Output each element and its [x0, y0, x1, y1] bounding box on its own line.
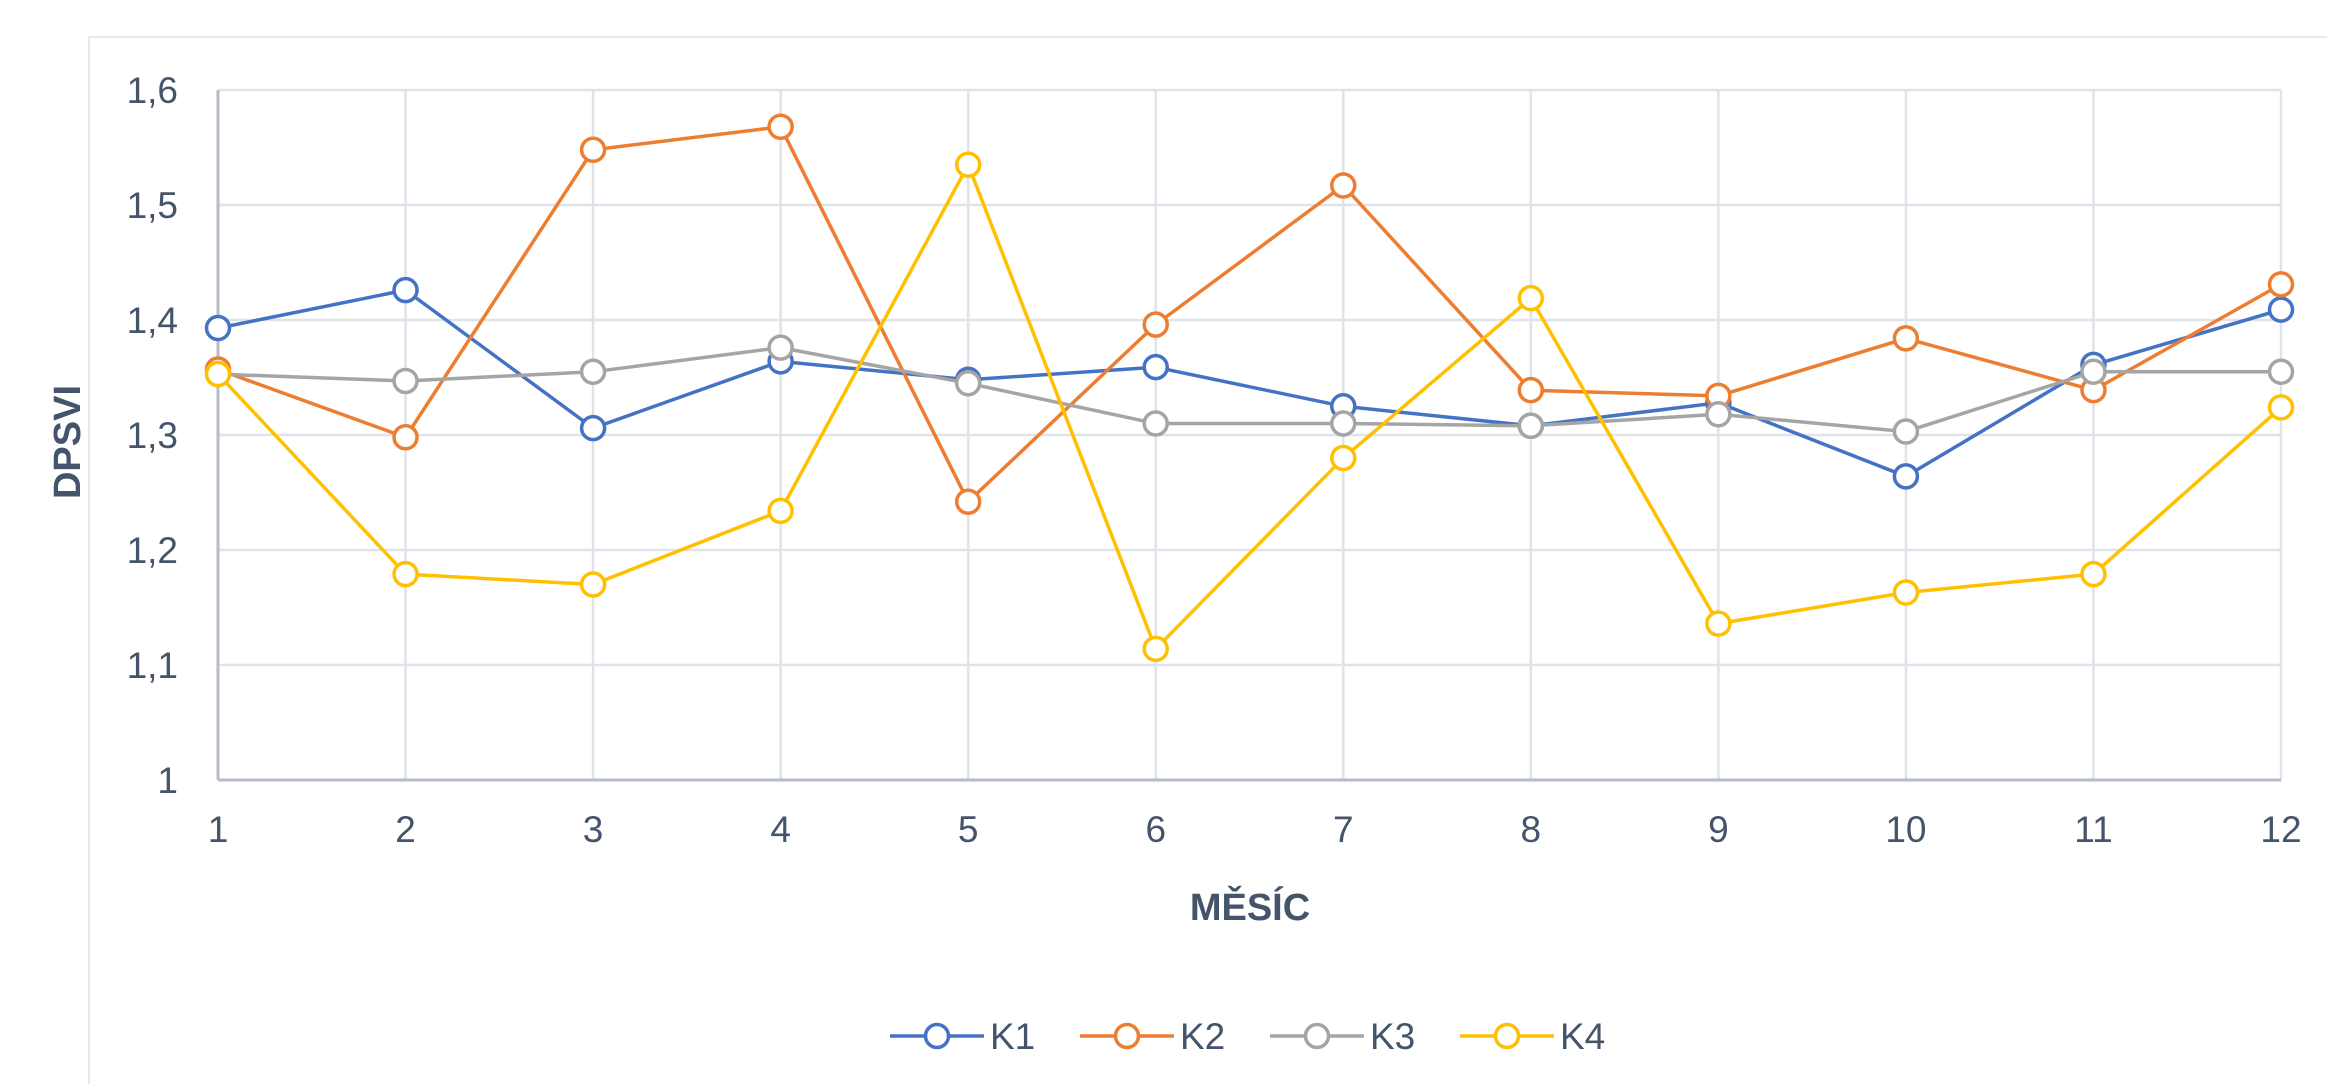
legend-item: K1 [890, 1016, 1035, 1057]
x-tick-label: 6 [1145, 809, 1166, 850]
x-tick-label: 4 [770, 809, 791, 850]
legend: K1 K2 K3 K4 [890, 1016, 1605, 1057]
legend-marker [1113, 1022, 1141, 1050]
data-point [1517, 376, 1545, 404]
series-line [216, 163, 2283, 651]
data-point [2267, 296, 2295, 323]
data-point [579, 414, 607, 442]
x-tick-label: 9 [1708, 809, 1729, 850]
data-point [1705, 401, 1732, 428]
data-point [2080, 358, 2107, 385]
data-point [1892, 418, 1920, 445]
series-k1 [204, 276, 2295, 490]
data-point [392, 424, 419, 451]
data-point [1330, 410, 1357, 437]
series-k4 [204, 151, 2295, 663]
data-point [2267, 394, 2295, 421]
legend-item: K4 [1460, 1016, 1605, 1057]
data-point [954, 151, 982, 178]
x-tick-label: 1 [208, 809, 229, 850]
series-lines [204, 113, 2295, 663]
data-point [1892, 463, 1920, 490]
data-point [954, 488, 982, 515]
data-point [2267, 271, 2295, 298]
data-point [579, 571, 607, 598]
data-point [954, 370, 982, 397]
axes [216, 90, 2281, 782]
grid-lines [216, 88, 2283, 780]
x-tick-label: 3 [583, 809, 604, 850]
y-tick-label: 1,4 [127, 300, 178, 341]
data-point [2080, 560, 2107, 588]
y-tick-label: 1,3 [127, 415, 178, 456]
data-point [1142, 410, 1169, 437]
y-tick-label: 1,2 [127, 530, 178, 571]
legend-label: K3 [1370, 1016, 1415, 1057]
legend-label: K1 [990, 1016, 1035, 1057]
x-axis-title: MĚSÍC [1190, 885, 1310, 929]
data-point [392, 367, 419, 395]
data-point [204, 314, 232, 342]
legend-item: K2 [1080, 1016, 1225, 1057]
x-tick-label: 12 [2260, 809, 2301, 850]
data-point [1892, 325, 1920, 352]
tick-labels: 11,11,21,31,41,51,61 2 3 4 5 6 7 8 9 10 11 12 [127, 70, 2302, 850]
x-tick-label: 7 [1333, 809, 1354, 850]
data-point [1892, 579, 1920, 606]
x-tick-label: 8 [1521, 809, 1542, 850]
data-point [392, 276, 419, 304]
legend-marker [1493, 1022, 1521, 1050]
series-line [217, 125, 2282, 504]
legend-item: K3 [1270, 1016, 1415, 1057]
data-point [579, 358, 607, 385]
chart-area [88, 36, 2327, 1084]
series-line [217, 288, 2282, 479]
y-tick-label: 1,5 [127, 185, 178, 226]
data-point [1142, 311, 1169, 338]
data-point [204, 360, 232, 388]
data-point [579, 136, 607, 164]
legend-marker [923, 1022, 951, 1050]
data-point [1142, 353, 1169, 381]
data-point [1517, 284, 1545, 312]
data-point [1705, 610, 1732, 637]
data-point [1330, 444, 1357, 472]
data-point [1330, 172, 1357, 199]
data-point [392, 560, 419, 588]
x-tick-label: 11 [2074, 809, 2112, 850]
series-line [217, 345, 2281, 434]
x-tick-label: 2 [395, 809, 416, 850]
data-point [1142, 635, 1169, 663]
x-tick-label: 10 [1885, 809, 1926, 850]
y-tick-label: 1 [157, 760, 178, 801]
x-tick-label: 5 [958, 809, 979, 850]
data-point [1517, 412, 1545, 440]
legend-label: K4 [1560, 1016, 1605, 1057]
data-point [2267, 358, 2295, 385]
y-axis-title: DPSVI [47, 385, 89, 499]
data-point [767, 334, 794, 361]
legend-marker [1303, 1022, 1331, 1050]
series-k3 [204, 334, 2295, 445]
data-point [767, 113, 794, 141]
y-tick-label: 1,1 [127, 645, 178, 686]
y-tick-label: 1,6 [127, 70, 178, 111]
legend-label: K2 [1180, 1016, 1225, 1057]
data-point [767, 497, 794, 525]
series-k2 [204, 113, 2295, 515]
